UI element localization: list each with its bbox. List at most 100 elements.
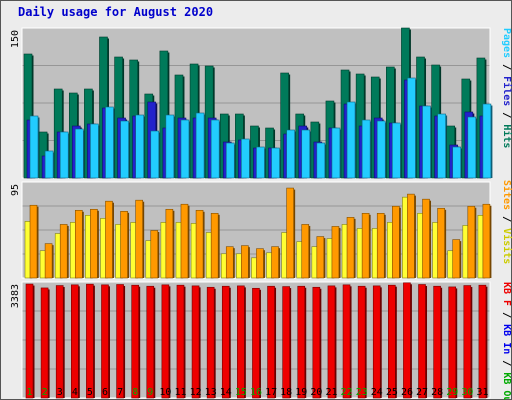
legend-entry: Visits (501, 228, 512, 264)
pages-bar (165, 114, 175, 179)
sites-bar (241, 245, 249, 279)
sites-bar (105, 200, 113, 279)
sites-bar (467, 205, 476, 279)
x-tick-label: 1 (27, 387, 33, 398)
kbf-bar (433, 285, 441, 399)
sites-bar (90, 208, 98, 279)
x-tick-label: 8 (132, 387, 138, 398)
pages-bar (256, 146, 265, 179)
sites-bar (286, 187, 294, 279)
kbf-bar (25, 283, 34, 399)
legend-entry: / (501, 106, 512, 124)
pages-bar (120, 120, 129, 179)
chart-title: Daily usage for August 2020 (18, 5, 214, 19)
x-tick-label: 6 (102, 387, 108, 398)
kbf-bar (70, 284, 79, 399)
legend-entry: KB F (501, 282, 512, 306)
pages-bar (74, 128, 84, 179)
pages-bar (422, 105, 431, 179)
x-tick-label: 26 (401, 387, 413, 398)
pages-bar (361, 119, 371, 179)
sites-bar (256, 248, 264, 279)
kbf-bar (312, 286, 321, 399)
pages-bar (376, 120, 386, 179)
kbf-bar (478, 284, 487, 399)
x-tick-label: 10 (159, 387, 171, 398)
x-tick-label: 5 (87, 387, 93, 398)
x-tick-label: 4 (72, 387, 78, 398)
x-tick-label: 27 (416, 387, 428, 398)
sites-bar (180, 203, 189, 279)
kbf-bar (146, 285, 155, 399)
kbf-bar (116, 284, 124, 399)
kbf-bar (282, 286, 290, 399)
y-axis-max-label: 150 (10, 30, 21, 48)
x-tick-label: 24 (371, 387, 383, 398)
y-axis-max-label: 95 (10, 184, 21, 196)
x-tick-label: 2 (42, 387, 48, 398)
sites-bar (59, 224, 68, 279)
pages-bar (150, 130, 160, 179)
x-tick-label: 30 (461, 387, 473, 398)
sites-bar (150, 230, 159, 279)
x-tick-label: 14 (220, 387, 232, 398)
x-tick-label: 11 (174, 387, 186, 398)
legend-hits-files-pages: Pages / Files / Hits (501, 28, 512, 148)
legend-entry: / (501, 58, 512, 76)
kbf-bar (418, 284, 426, 399)
x-tick-label: 7 (117, 387, 123, 398)
sites-bar (392, 205, 400, 279)
sites-bar (316, 236, 325, 279)
pages-bar (452, 146, 462, 179)
pages-bar (241, 138, 250, 179)
sites-bar (195, 209, 204, 279)
pages-bar (286, 129, 295, 179)
legend-entry: Sites (501, 180, 512, 210)
sites-bar (437, 207, 445, 279)
kbf-bar (161, 284, 170, 399)
sites-bar (346, 217, 355, 279)
kbf-bar (40, 287, 49, 399)
legend-entry: / (501, 210, 512, 228)
kbf-bar (342, 284, 351, 399)
x-tick-label: 12 (190, 387, 202, 398)
pages-bar (29, 115, 39, 179)
kbf-bar (101, 284, 109, 399)
kbf-bar (403, 282, 411, 399)
pages-bar (316, 142, 326, 179)
sites-bar (271, 246, 279, 279)
kbf-bar (267, 285, 275, 399)
legend-entry: / (501, 354, 512, 372)
kbf-bar (191, 285, 200, 399)
x-tick-label: 3 (57, 387, 63, 398)
legend-entry: Pages (501, 28, 512, 58)
x-tick-label: 18 (280, 387, 292, 398)
x-tick-label: 9 (147, 387, 153, 398)
x-tick-label: 22 (341, 387, 353, 398)
legend-entry: Files (501, 76, 512, 106)
kbf-bar (327, 285, 336, 399)
pages-bar (210, 119, 220, 179)
kbf-bar (448, 286, 457, 399)
kbf-bar (297, 285, 306, 399)
pages-bar (195, 112, 205, 179)
sites-bar (165, 208, 174, 279)
x-tick-label: 28 (431, 387, 443, 398)
kbf-bar (206, 286, 215, 399)
sites-bar (120, 211, 128, 279)
kbf-bar (86, 283, 94, 399)
x-tick-label: 15 (235, 387, 247, 398)
sites-bar (422, 198, 430, 279)
x-tick-label: 25 (386, 387, 398, 398)
kbf-bar (55, 285, 64, 399)
legend-entry: KB Out (501, 372, 512, 400)
x-tick-label: 29 (446, 387, 458, 398)
x-tick-label: 31 (476, 387, 488, 398)
pages-bar (301, 129, 311, 179)
pages-bar (407, 77, 416, 179)
sites-bar (135, 199, 143, 279)
legend-entry: / (501, 306, 512, 324)
x-tick-label: 16 (250, 387, 262, 398)
x-tick-label: 21 (325, 387, 337, 398)
kbf-bar (237, 285, 245, 399)
